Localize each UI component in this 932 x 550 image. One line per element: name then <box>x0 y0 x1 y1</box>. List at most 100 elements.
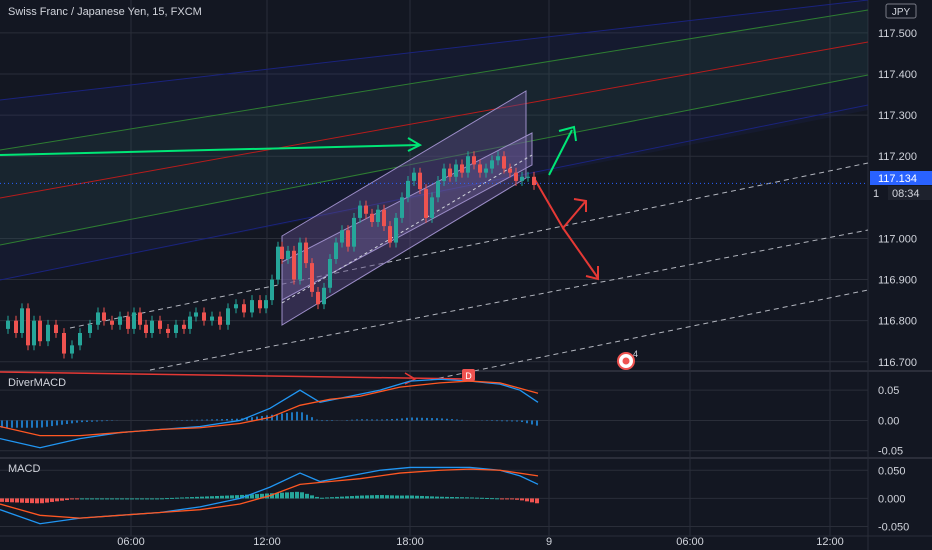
histogram-bar <box>335 496 339 499</box>
pitchfork-line <box>0 0 869 101</box>
candle-body <box>210 316 214 321</box>
series-line-signal <box>0 380 539 437</box>
currency-badge[interactable]: JPY <box>885 3 917 19</box>
arrow-up-head <box>558 125 577 142</box>
histogram-bar <box>125 498 129 500</box>
histogram-bar <box>250 494 254 499</box>
histogram-bar <box>410 495 414 499</box>
candle-body <box>70 345 74 354</box>
histogram-bar <box>380 495 384 499</box>
indicator-y-tick-label: -0.05 <box>878 446 903 458</box>
candle-body <box>418 172 422 190</box>
histogram-bar <box>25 498 29 503</box>
red-trendline-head <box>404 372 417 385</box>
candle-body <box>188 316 192 329</box>
macd-title: MACD <box>8 463 40 475</box>
candle-body <box>138 312 142 325</box>
candle-body <box>14 320 18 333</box>
histogram-bar <box>365 495 369 499</box>
chart-drawings[interactable] <box>0 0 869 385</box>
histogram-bar <box>320 497 324 499</box>
candle-body <box>102 312 106 321</box>
dividend-marker[interactable]: D <box>462 369 475 381</box>
candle-body <box>532 176 536 185</box>
pitchfork-line <box>0 9 869 151</box>
y-tick-label: 117.400 <box>878 69 917 81</box>
channel-midline <box>281 154 533 304</box>
candle-body <box>382 209 386 227</box>
events-icon[interactable]: 4 <box>617 349 638 370</box>
histogram-bar <box>455 497 459 499</box>
series-line-macd <box>0 378 539 449</box>
arrow-down-up <box>533 177 586 230</box>
candle-body <box>448 168 452 177</box>
indicator-y-tick-label: -0.050 <box>878 522 909 534</box>
candle-body <box>322 287 326 305</box>
histogram-bar <box>150 498 154 500</box>
histogram-bar <box>295 491 299 499</box>
histogram-bar <box>170 497 174 499</box>
candle-body <box>364 205 368 214</box>
histogram-bar <box>65 498 69 501</box>
candle-body <box>96 312 100 325</box>
candle-body <box>292 250 296 280</box>
symbol-title: Swiss Franc / Japanese Yen, 15, FXCM <box>8 6 202 18</box>
histogram-bar <box>350 496 354 499</box>
histogram-bar <box>35 498 39 504</box>
candle-body <box>62 333 66 354</box>
histogram-bar <box>370 495 374 499</box>
pitchfork-outer-band <box>0 0 868 280</box>
candle-body <box>194 312 198 317</box>
candle-body <box>406 180 410 198</box>
pitchfork-line <box>0 74 869 246</box>
histogram-bar <box>390 495 394 499</box>
candle-body <box>352 217 356 247</box>
arrow-down-head <box>585 266 599 281</box>
candle-body <box>526 176 530 178</box>
dashed-trendline <box>69 162 869 329</box>
candle-body <box>150 320 154 333</box>
histogram-bar <box>115 498 119 500</box>
histogram-bar <box>415 495 419 499</box>
histogram-bar <box>405 495 409 499</box>
histogram-bar <box>360 495 364 499</box>
histogram-bar <box>535 498 539 504</box>
histogram-bar <box>215 496 219 499</box>
histogram-bar <box>235 495 239 499</box>
candle-body <box>132 312 136 329</box>
candle-body <box>334 242 338 259</box>
histogram-bar <box>160 498 164 500</box>
candle-body <box>110 320 114 325</box>
histogram-bar <box>165 498 169 500</box>
histogram-bar <box>495 498 499 500</box>
price-fragment: 1 <box>873 188 879 200</box>
histogram-bar <box>345 496 349 499</box>
histogram-bar <box>95 498 99 500</box>
candle-body <box>442 168 446 181</box>
histogram-bar <box>255 494 259 499</box>
histogram-bar <box>105 498 109 500</box>
histogram-bar <box>475 497 479 499</box>
histogram-bar <box>200 496 204 499</box>
dashed-trendline <box>429 289 869 381</box>
histogram-bar <box>90 498 94 500</box>
histogram-bar <box>520 498 524 501</box>
candle-body <box>412 172 416 181</box>
histogram-bar <box>260 493 264 499</box>
histogram-bar <box>480 497 484 499</box>
histogram-bar <box>510 498 514 500</box>
histogram-bar <box>435 496 439 499</box>
candle-body <box>166 328 170 333</box>
indicator-y-tick-label: 0.05 <box>878 385 899 397</box>
histogram-bar <box>385 495 389 499</box>
candle-body <box>234 304 238 309</box>
histogram-bar <box>305 493 309 499</box>
histogram-bar <box>185 497 189 499</box>
candle-body <box>514 172 518 181</box>
indicator-y-tick-label: 0.00 <box>878 415 899 427</box>
histogram-bar <box>0 498 4 502</box>
candle-body <box>508 168 512 173</box>
candle-body <box>276 246 280 280</box>
candle-body <box>218 316 222 325</box>
